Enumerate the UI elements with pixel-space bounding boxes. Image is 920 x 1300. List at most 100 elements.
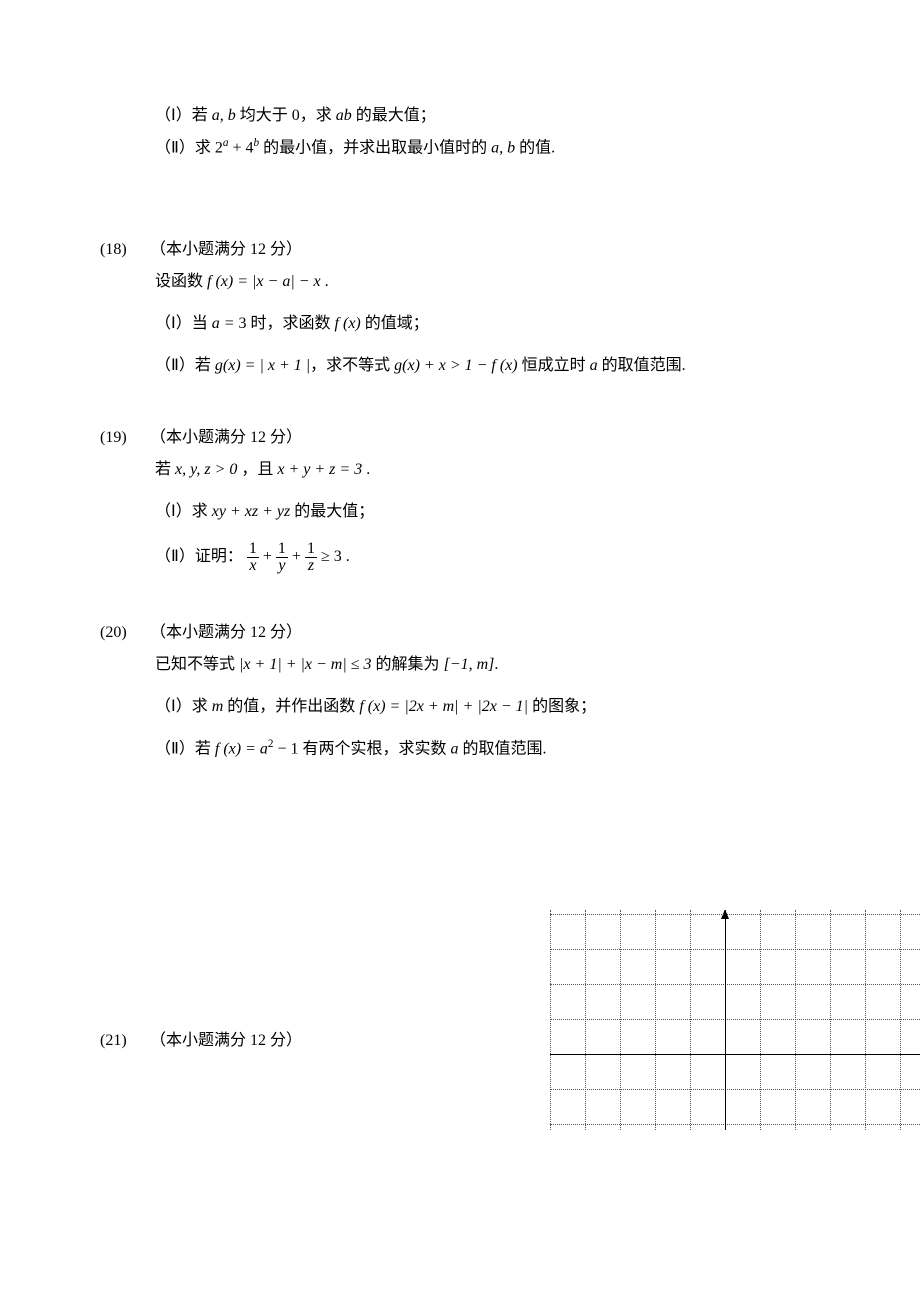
- text: ，且: [237, 461, 277, 478]
- numerator: 1: [305, 541, 317, 557]
- grid-vline: [550, 910, 551, 1130]
- denominator: y: [276, 557, 288, 574]
- grid-vline: [585, 910, 586, 1130]
- spacer: [100, 298, 820, 308]
- text: 有两个实根，求实数: [299, 740, 451, 757]
- q18-part2: （Ⅱ）若 g(x) = | x + 1 |，求不等式 g(x) + x > 1 …: [155, 350, 820, 382]
- fraction: 1z: [305, 541, 317, 574]
- text: 的值域；: [361, 315, 429, 332]
- q20-part1: （Ⅰ）求 m 的值，并作出函数 f (x) = |2x + m| + |2x −…: [155, 691, 820, 723]
- numerator: 1: [247, 541, 259, 557]
- math: a =: [212, 315, 239, 332]
- math: g(x) = | x + 1 |: [215, 357, 310, 374]
- q18-header: (18)（本小题满分 12 分）: [100, 234, 820, 266]
- math: 4: [246, 139, 254, 156]
- grid-vline: [655, 910, 656, 1130]
- math: a: [451, 740, 459, 757]
- q19-header: (19)（本小题满分 12 分）: [100, 422, 820, 454]
- math: x + y + z = 3: [277, 461, 362, 478]
- grid-vline: [760, 910, 761, 1130]
- text: 的图象；: [528, 698, 596, 715]
- denominator: x: [247, 557, 259, 574]
- math: a, b: [212, 107, 236, 124]
- spacer: [100, 382, 820, 422]
- math: a, b: [491, 139, 515, 156]
- text: 已知不等式: [155, 656, 239, 673]
- text: ，求不等式: [310, 357, 394, 374]
- math: f (x): [335, 315, 361, 332]
- math: a: [590, 357, 598, 374]
- spacer: [100, 340, 820, 350]
- q19-part1: （Ⅰ）求 xy + xz + yz 的最大值；: [155, 496, 820, 528]
- spacer: [100, 164, 820, 234]
- spacer: [100, 723, 820, 733]
- math: f (x) = |x − a| − x: [207, 273, 321, 290]
- q19-part2: （Ⅱ）证明： 1x + 1y + 1z ≥ 3 .: [155, 538, 820, 576]
- grid-vline: [830, 910, 831, 1130]
- q17-part1: （Ⅰ）若 a, b 均大于 0，求 ab 的最大值；: [155, 100, 820, 132]
- math: xy + xz + yz: [212, 503, 290, 520]
- text: 的最大值；: [352, 107, 436, 124]
- points: （本小题满分 12 分）: [150, 241, 302, 258]
- text: .: [321, 273, 329, 290]
- grid-vline: [690, 910, 691, 1130]
- text: 的取值范围.: [459, 740, 547, 757]
- text: （Ⅱ）求: [155, 139, 215, 156]
- math: ab: [336, 107, 352, 124]
- grid-vline: [795, 910, 796, 1130]
- math: 2: [215, 139, 223, 156]
- text: .: [494, 656, 498, 673]
- page: （Ⅰ）若 a, b 均大于 0，求 ab 的最大值； （Ⅱ）求 2a + 4b …: [0, 0, 920, 1300]
- q20-setup: 已知不等式 |x + 1| + |x − m| ≤ 3 的解集为 [−1, m]…: [155, 649, 820, 681]
- text: 的最小值，并求出取最小值时的: [259, 139, 491, 156]
- grid-vline: [620, 910, 621, 1130]
- graph-grid: [550, 910, 920, 1130]
- spacer: [100, 528, 820, 538]
- math: |x + 1| + |x − m| ≤ 3: [239, 656, 372, 673]
- spacer: [100, 577, 820, 617]
- text: 的值.: [515, 139, 555, 156]
- geq: ≥ 3: [321, 548, 342, 565]
- grid-vline: [865, 910, 866, 1130]
- text: 设函数: [155, 273, 207, 290]
- text: （Ⅰ）求: [155, 698, 212, 715]
- axis-y: [725, 910, 726, 1130]
- text: .: [342, 548, 350, 565]
- q18-setup: 设函数 f (x) = |x − a| − x .: [155, 266, 820, 298]
- question-number: (18): [100, 234, 150, 266]
- text: 均大于 0，求: [236, 107, 336, 124]
- grid-vline: [900, 910, 901, 1130]
- text: （Ⅱ）证明：: [155, 548, 247, 565]
- math: 3: [239, 315, 247, 332]
- plus: +: [292, 548, 305, 565]
- math: +: [228, 139, 245, 156]
- spacer: [100, 681, 820, 691]
- q20-part2: （Ⅱ）若 f (x) = a2 − 1 有两个实根，求实数 a 的取值范围.: [155, 733, 820, 765]
- denominator: z: [305, 557, 317, 574]
- question-number: (19): [100, 422, 150, 454]
- text: （Ⅰ）若: [155, 107, 212, 124]
- math: x, y, z > 0: [175, 461, 237, 478]
- points: （本小题满分 12 分）: [150, 1032, 302, 1049]
- question-number: (21): [100, 1025, 150, 1057]
- q19-setup: 若 x, y, z > 0 ，且 x + y + z = 3 .: [155, 454, 820, 486]
- text: 时，求函数: [247, 315, 335, 332]
- text: 的取值范围.: [598, 357, 686, 374]
- text: 的值，并作出函数: [223, 698, 359, 715]
- spacer: [100, 486, 820, 496]
- text: 的最大值；: [290, 503, 374, 520]
- text: 恒成立时: [518, 357, 590, 374]
- math: − 1: [273, 740, 298, 757]
- grid-canvas: [550, 910, 920, 1130]
- points: （本小题满分 12 分）: [150, 429, 302, 446]
- fraction: 1y: [276, 541, 288, 574]
- text: 的解集为: [372, 656, 444, 673]
- fraction: 1x: [247, 541, 259, 574]
- numerator: 1: [276, 541, 288, 557]
- math: f (x) = a: [215, 740, 268, 757]
- q18-part1: （Ⅰ）当 a = 3 时，求函数 f (x) 的值域；: [155, 308, 820, 340]
- text: （Ⅱ）若: [155, 357, 215, 374]
- text: （Ⅰ）求: [155, 503, 212, 520]
- text: 若: [155, 461, 175, 478]
- plus: +: [263, 548, 276, 565]
